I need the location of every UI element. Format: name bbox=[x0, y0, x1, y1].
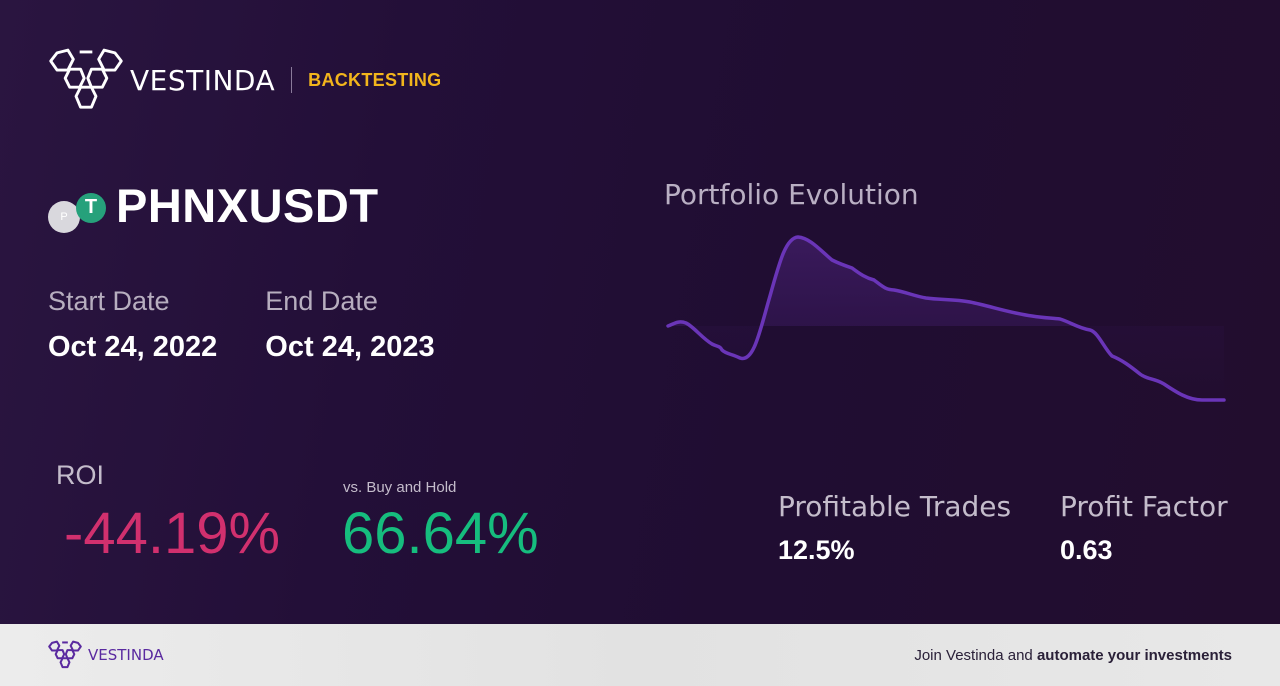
footer-cta-prefix: Join Vestinda and bbox=[914, 646, 1037, 664]
profitable-trades-value: 12.5% bbox=[778, 535, 855, 565]
profitable-trades-stat: Profitable Trades 12.5% bbox=[778, 490, 1011, 566]
trading-pair: P T PHNXUSDT bbox=[48, 178, 379, 233]
pair-symbol: PHNXUSDT bbox=[116, 179, 379, 232]
footer-brand[interactable]: VESTINDA bbox=[48, 639, 164, 671]
brand-name: VESTINDA bbox=[130, 63, 276, 97]
chart-title: Portfolio Evolution bbox=[664, 178, 919, 211]
end-date-value: Oct 24, 2023 bbox=[265, 331, 435, 363]
roi-label: ROI bbox=[56, 460, 105, 490]
end-date-label: End Date bbox=[265, 286, 378, 316]
profit-factor-label: Profit Factor bbox=[1060, 490, 1228, 523]
profitable-trades-label: Profitable Trades bbox=[778, 490, 1012, 523]
section-tag: BACKTESTING bbox=[308, 69, 442, 90]
backtest-card: VESTINDA BACKTESTING P T PHNXUSDT Start … bbox=[0, 0, 1280, 624]
tether-coin-icon: T bbox=[76, 192, 106, 223]
buy-hold-label: vs. Buy and Hold bbox=[343, 479, 457, 496]
profit-factor-value: 0.63 bbox=[1060, 535, 1113, 565]
end-date: End Date Oct 24, 2023 bbox=[265, 286, 434, 364]
footer-brand-name: VESTINDA bbox=[88, 646, 164, 664]
start-date: Start Date Oct 24, 2022 bbox=[48, 286, 217, 364]
footer-cta-bold: automate your investments bbox=[1036, 646, 1232, 664]
header-divider bbox=[291, 67, 293, 93]
profit-factor-stat: Profit Factor 0.63 bbox=[1060, 490, 1228, 566]
roi-value: -44.19% bbox=[64, 501, 281, 566]
start-date-value: Oct 24, 2022 bbox=[48, 331, 218, 363]
coin-icons: P T bbox=[48, 179, 108, 233]
start-date-label: Start Date bbox=[48, 286, 170, 316]
vestinda-logo-icon bbox=[48, 640, 82, 669]
footer-cta[interactable]: Join Vestinda and automate your investme… bbox=[914, 647, 1232, 664]
header: VESTINDA BACKTESTING bbox=[48, 46, 441, 114]
portfolio-evolution-chart bbox=[666, 235, 1240, 402]
portfolio-line bbox=[666, 235, 1226, 402]
vestinda-logo-icon bbox=[49, 48, 123, 109]
footer: VESTINDA Join Vestinda and automate your… bbox=[0, 624, 1280, 686]
base-coin-icon: P bbox=[48, 200, 80, 233]
date-range: Start Date Oct 24, 2022 End Date Oct 24,… bbox=[48, 286, 483, 364]
buy-hold-value: 66.64% bbox=[342, 501, 539, 566]
